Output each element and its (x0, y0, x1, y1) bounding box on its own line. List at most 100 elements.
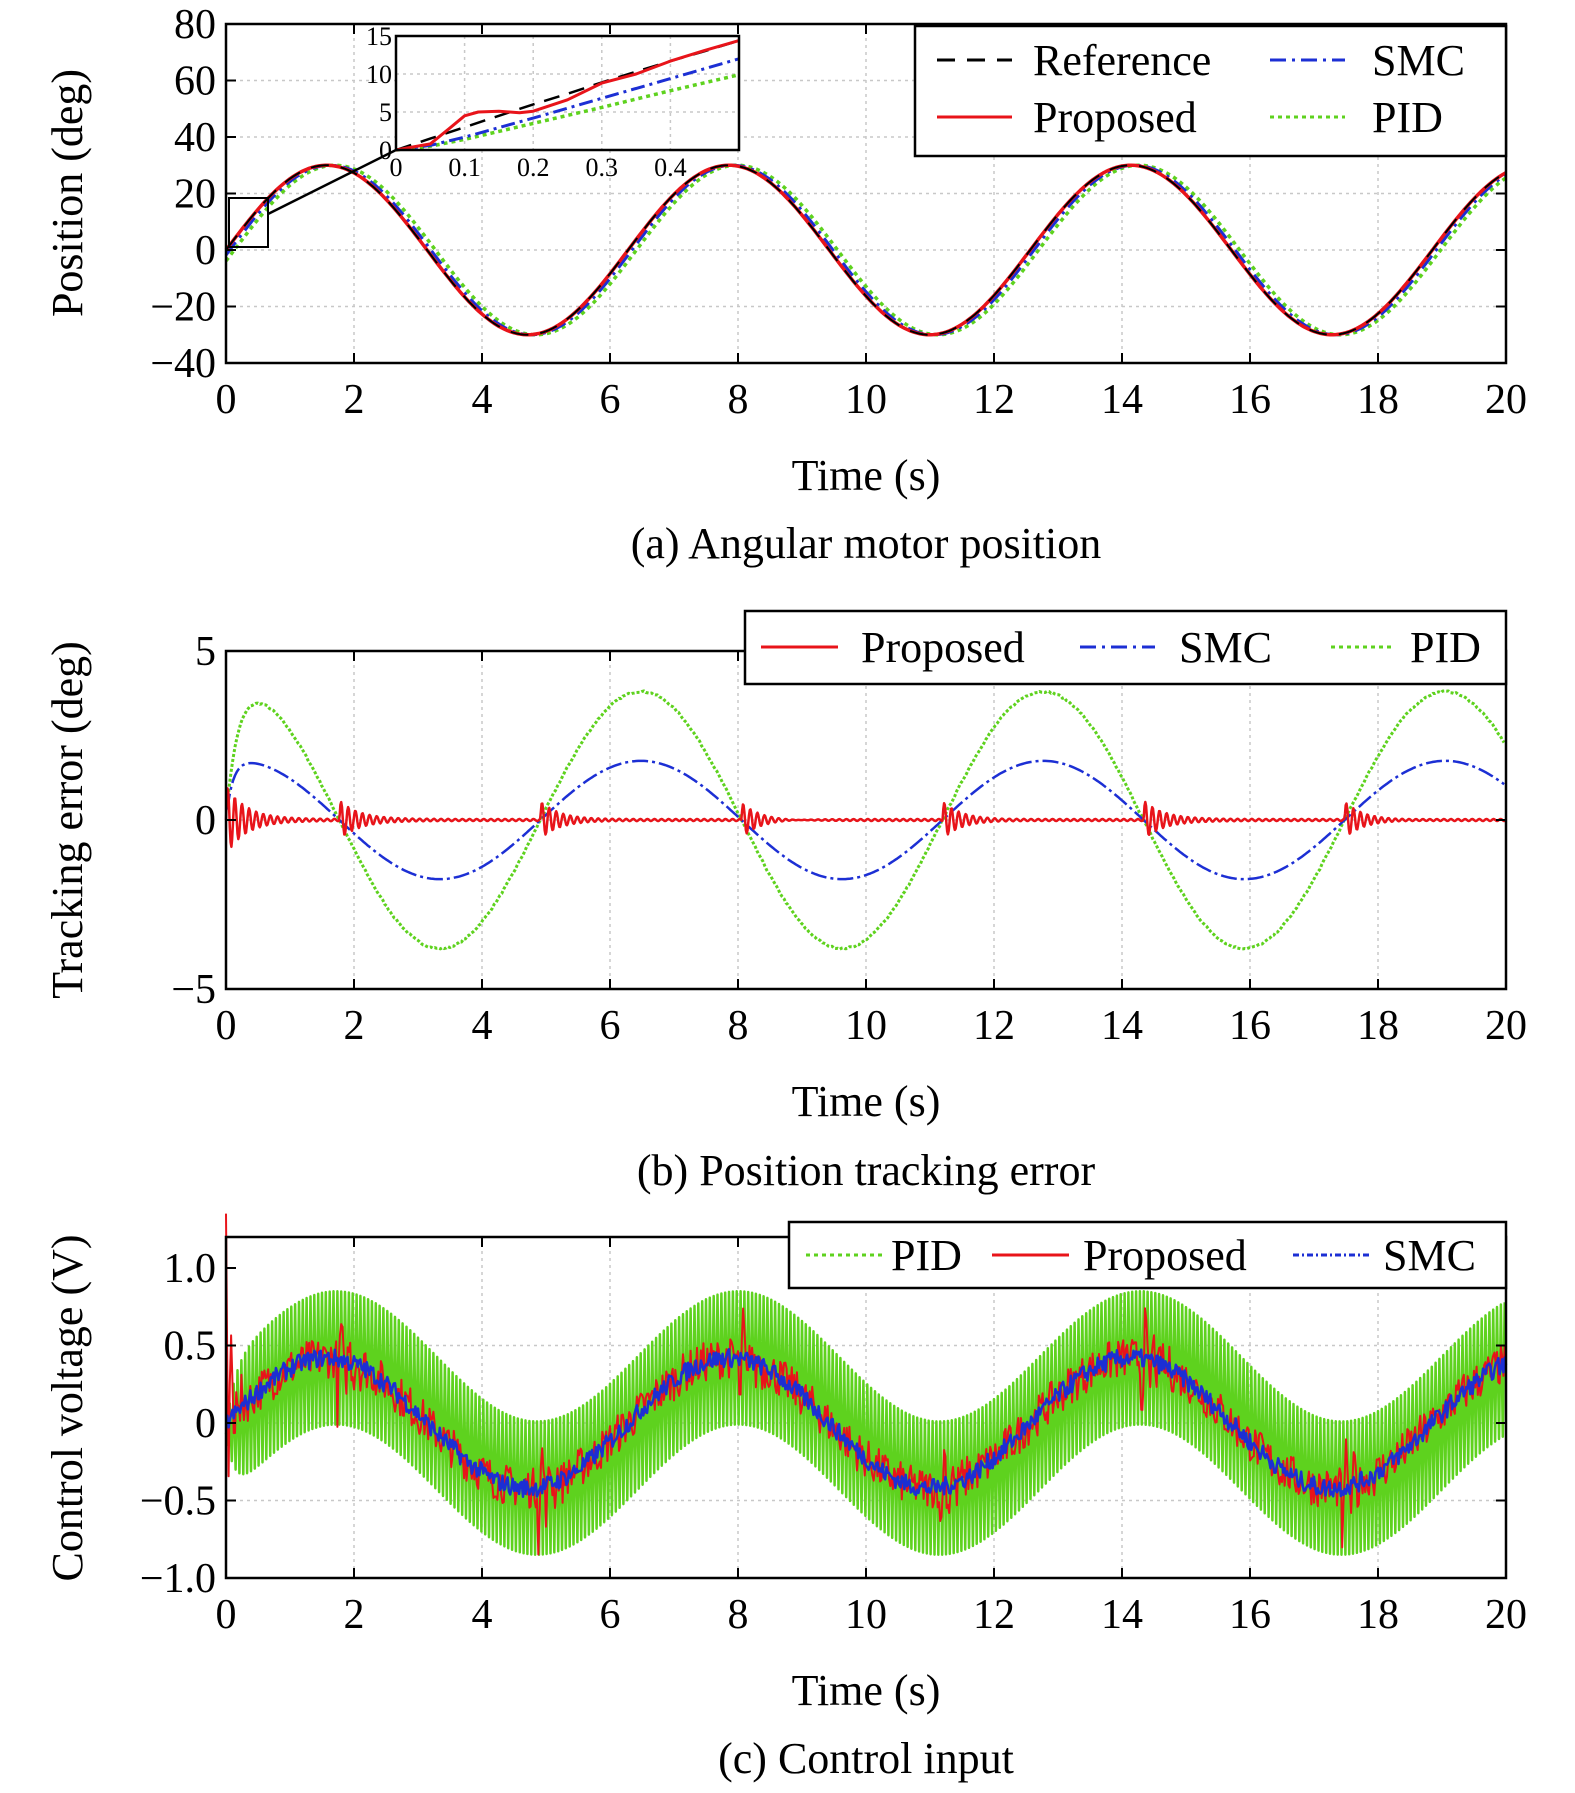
y-tick-label: 20 (174, 172, 216, 218)
inset-y-tick-label: 10 (366, 60, 392, 89)
y-tick-label: 0 (195, 1401, 216, 1447)
x-axis-label-b: Time (s) (792, 1077, 941, 1126)
inset-x-tick-label: 0.1 (448, 153, 481, 182)
y-axis-label-c: Control voltage (V) (43, 1234, 92, 1581)
y-tick-label: −1.0 (140, 1556, 216, 1602)
x-tick-label: 4 (472, 1003, 493, 1049)
x-tick-label: 18 (1357, 1003, 1399, 1049)
x-tick-label: 8 (728, 1003, 749, 1049)
legend-box-a (913, 24, 1508, 158)
x-tick-label: 12 (973, 377, 1015, 423)
chart-panel-b: 0 2 4 6 8 10 12 14 16 18 20−505 Time (s) Tracking … (43, 609, 1527, 1195)
x-tick-label: 14 (1101, 1003, 1143, 1049)
chart-panel-c: 0 2 4 6 8 10 12 14 16 18 20 −1.0 −0.5 0 0.5 1.0 Time (s… (43, 1213, 1527, 1783)
y-tick-label: 0 (195, 798, 216, 844)
zoom-connector (267, 148, 397, 216)
x-tick-label: 14 (1101, 1592, 1143, 1638)
series-a (224, 163, 1508, 337)
legend-label-smc: SMC (1179, 623, 1272, 672)
x-tick-label: 16 (1229, 377, 1271, 423)
inset-x-tick-label: 0 (390, 153, 403, 182)
series-line-proposed (224, 787, 1507, 849)
caption-c: (c) Control input (718, 1734, 1014, 1783)
series-line-pid (224, 1290, 1506, 1556)
x-tick-label: 6 (600, 377, 621, 423)
x-axis-label-a: Time (s) (792, 451, 941, 500)
legend-label-pid: PID (1410, 623, 1481, 672)
x-tick-label: 10 (845, 377, 887, 423)
x-tick-label: 2 (344, 1003, 365, 1049)
y-tick-label: 80 (174, 2, 216, 48)
series-line-proposed (225, 1213, 1507, 1556)
x-tick-label: 18 (1357, 1592, 1399, 1638)
x-tick-label: 12 (973, 1003, 1015, 1049)
x-tick-label: 8 (728, 377, 749, 423)
legend-label-smc: SMC (1383, 1231, 1476, 1280)
legend-label-smc: SMC (1372, 36, 1465, 85)
inset-x-tick-label: 0.3 (586, 153, 619, 182)
inset-y-tick-label: 15 (366, 22, 392, 51)
ticks-b: 0 2 4 6 8 10 12 14 16 18 20−505 (171, 629, 1527, 1049)
legend-label-proposed: Proposed (861, 623, 1025, 672)
x-tick-label: 16 (1229, 1592, 1271, 1638)
legend-label-proposed: Proposed (1083, 1231, 1247, 1280)
series-line-smc (224, 163, 1507, 337)
zoom-box (228, 197, 269, 248)
y-tick-label: 0 (195, 228, 216, 274)
x-tick-label: 6 (600, 1003, 621, 1049)
series-b (224, 689, 1507, 951)
legend-label-pid: PID (1372, 93, 1443, 142)
y-axis-label-b: Tracking error (deg) (43, 641, 92, 999)
x-tick-label: 0 (216, 1592, 237, 1638)
inset-series (395, 39, 740, 152)
y-tick-label: 5 (195, 629, 216, 675)
y-tick-label: −40 (150, 341, 216, 387)
y-tick-label: 1.0 (164, 1246, 217, 1292)
caption-a: (a) Angular motor position (631, 519, 1102, 568)
inset-ticks: 0 0.1 0.2 0.3 0.4 0 5 10 15 (366, 22, 687, 182)
y-tick-label: −20 (150, 285, 216, 331)
x-axis-label-c: Time (s) (792, 1666, 941, 1715)
inset-frame (394, 34, 741, 152)
x-tick-label: 4 (472, 377, 493, 423)
x-tick-label: 2 (344, 377, 365, 423)
series-line-reference (225, 164, 1507, 336)
legend-c: PID Proposed SMC (787, 1220, 1508, 1290)
caption-b: (b) Position tracking error (637, 1146, 1096, 1195)
inset-series-line-proposed (395, 39, 740, 152)
x-tick-label: 6 (600, 1592, 621, 1638)
series-c (224, 1213, 1508, 1556)
legend-box-c (787, 1220, 1508, 1290)
legend-label-reference: Reference (1033, 36, 1211, 85)
x-tick-label: 20 (1485, 1003, 1527, 1049)
x-tick-label: 18 (1357, 377, 1399, 423)
y-tick-label: −0.5 (140, 1479, 216, 1525)
series-line-smc (226, 759, 1505, 881)
x-tick-label: 0 (216, 377, 237, 423)
legend-label-pid: PID (891, 1231, 962, 1280)
x-tick-label: 12 (973, 1592, 1015, 1638)
x-tick-label: 2 (344, 1592, 365, 1638)
y-tick-label: 0.5 (164, 1324, 217, 1370)
inset-chart: 0 0.1 0.2 0.3 0.4 0 5 10 15 (366, 22, 741, 182)
inset-x-tick-label: 0.4 (654, 153, 687, 182)
y-tick-label: 60 (174, 59, 216, 105)
y-tick-label: −5 (171, 967, 216, 1013)
x-tick-label: 10 (845, 1592, 887, 1638)
inset-y-tick-label: 5 (379, 98, 392, 127)
series-line-smc (225, 1347, 1508, 1499)
legend-label-proposed: Proposed (1033, 93, 1197, 142)
x-tick-label: 0 (216, 1003, 237, 1049)
x-tick-label: 10 (845, 1003, 887, 1049)
legend-a: Reference SMC Proposed PID (913, 24, 1508, 158)
legend-b: Proposed SMC PID (743, 609, 1508, 686)
series-line-pid (224, 163, 1508, 337)
y-tick-label: 40 (174, 115, 216, 161)
inset-x-tick-label: 0.2 (517, 153, 550, 182)
x-tick-label: 20 (1485, 1592, 1527, 1638)
x-tick-label: 14 (1101, 377, 1143, 423)
y-axis-label-a: Position (deg) (43, 69, 92, 317)
